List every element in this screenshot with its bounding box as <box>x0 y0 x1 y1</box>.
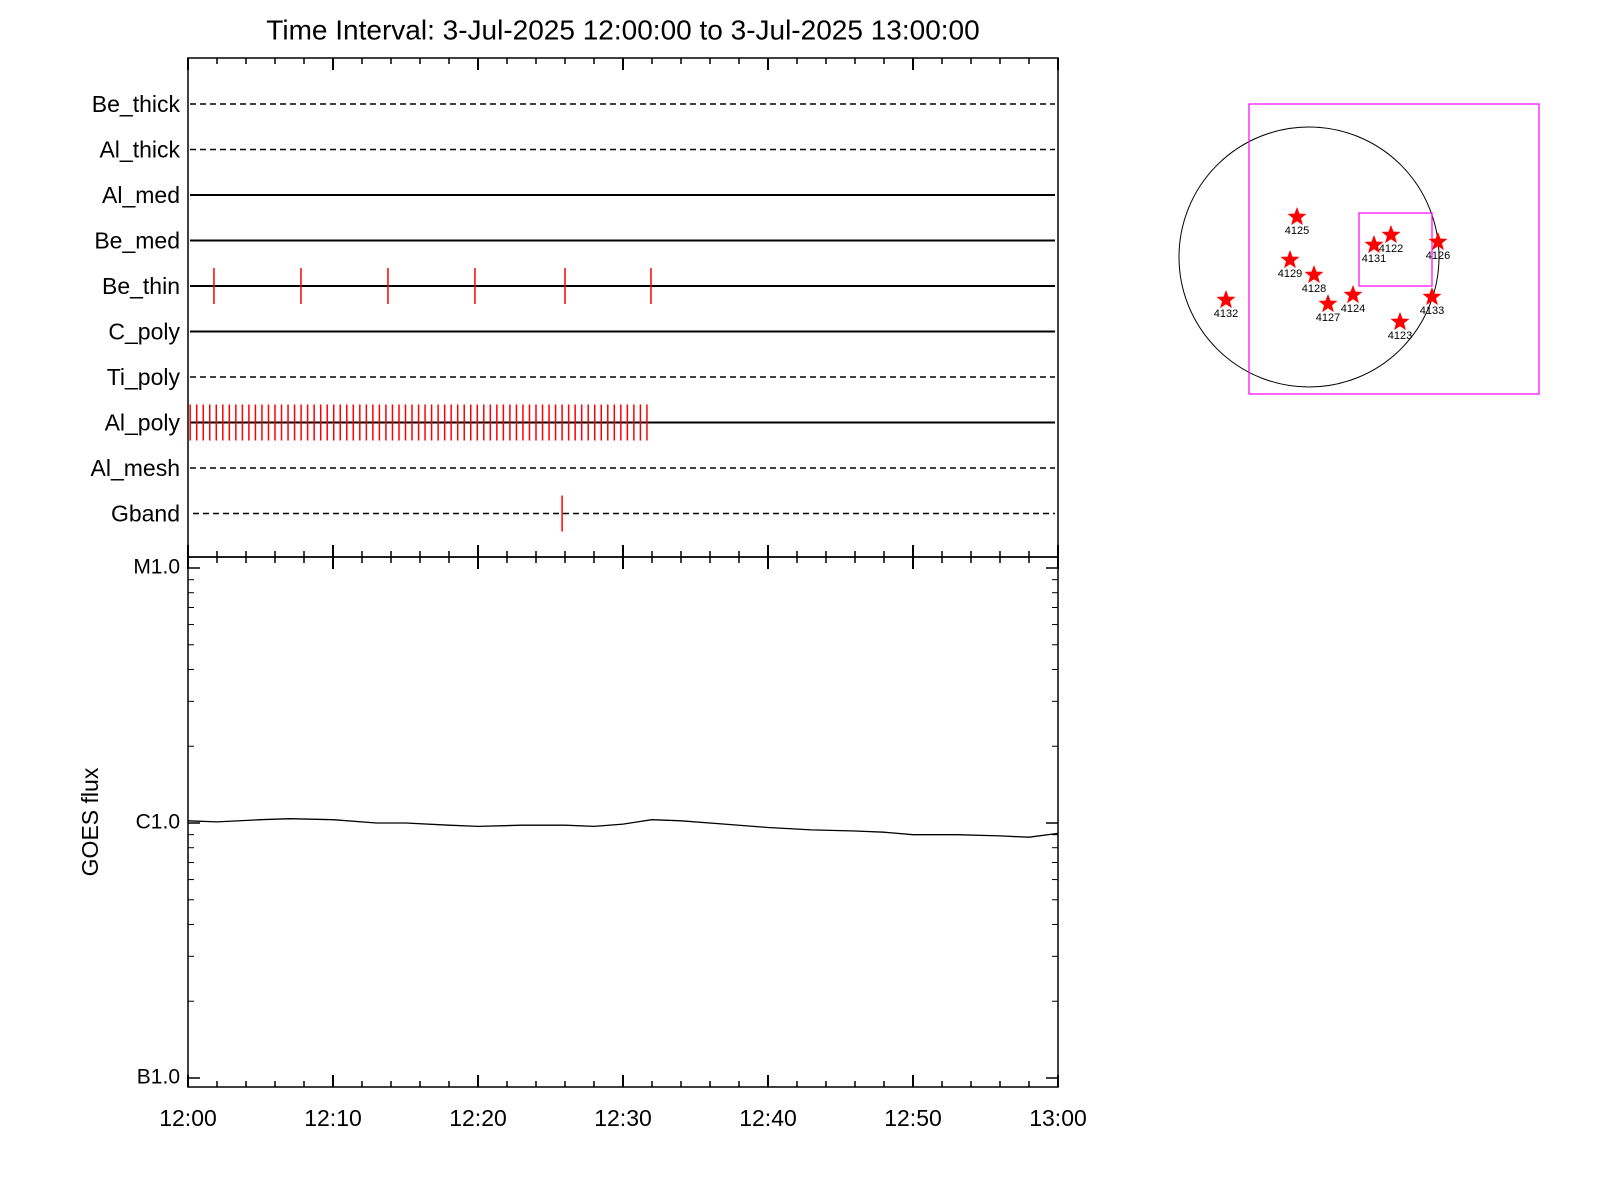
active-region-star <box>1318 294 1338 313</box>
filter-label: Be_med <box>94 228 180 254</box>
active-region-label: 4123 <box>1388 330 1412 342</box>
filter-label: Be_thin <box>102 273 180 299</box>
timeline-frame <box>187 57 1059 558</box>
active-region-star <box>1343 285 1363 304</box>
filter-label: C_poly <box>108 319 180 345</box>
x-tick-label: 12:20 <box>449 1105 507 1131</box>
x-tick-label: 12:00 <box>159 1105 217 1131</box>
active-region-label: 4129 <box>1278 268 1302 280</box>
fov-box <box>1248 103 1540 395</box>
filter-label: Be_thick <box>92 91 181 117</box>
active-region-star <box>1364 235 1384 254</box>
x-tick-label: 12:10 <box>304 1105 362 1131</box>
active-region-label: 4127 <box>1316 312 1340 324</box>
filter-label: Al_thick <box>99 137 180 163</box>
active-region-label: 4132 <box>1214 308 1238 320</box>
filter-label: Al_mesh <box>91 455 180 481</box>
x-tick-label: 12:50 <box>884 1105 942 1131</box>
active-region-star <box>1428 232 1448 251</box>
active-region-star <box>1287 207 1307 226</box>
y-tick-label: M1.0 <box>133 556 180 579</box>
active-region-star <box>1390 312 1410 331</box>
y-tick-label: C1.0 <box>136 811 180 834</box>
filter-label: Al_med <box>102 182 180 208</box>
filter-label: Ti_poly <box>107 364 181 390</box>
fov-box <box>1358 212 1433 287</box>
active-region-star <box>1304 265 1324 284</box>
active-region-label: 4126 <box>1426 250 1450 262</box>
active-region-label: 4133 <box>1420 305 1444 317</box>
x-tick-label: 13:00 <box>1029 1105 1087 1131</box>
active-region-label: 4122 <box>1379 243 1403 255</box>
active-region-label: 4128 <box>1302 283 1326 295</box>
y-axis-label: GOES flux <box>77 767 103 876</box>
active-region-label: 4125 <box>1285 225 1309 237</box>
active-region-label: 4131 <box>1362 253 1386 265</box>
goes-curve <box>187 818 1059 838</box>
active-region-star <box>1280 250 1300 269</box>
x-tick-label: 12:40 <box>739 1105 797 1131</box>
active-region-label: 4124 <box>1341 303 1365 315</box>
active-region-star <box>1381 225 1401 244</box>
active-region-star <box>1216 290 1236 309</box>
chart-title: Time Interval: 3-Jul-2025 12:00:00 to 3-… <box>266 14 979 45</box>
y-tick-label: B1.0 <box>137 1066 180 1089</box>
active-region-star <box>1422 287 1442 306</box>
goes-frame <box>187 556 1059 1088</box>
solar-disk <box>1178 126 1440 388</box>
filter-label: Gband <box>111 501 180 527</box>
x-tick-label: 12:30 <box>594 1105 652 1131</box>
filter-label: Al_poly <box>105 410 181 436</box>
